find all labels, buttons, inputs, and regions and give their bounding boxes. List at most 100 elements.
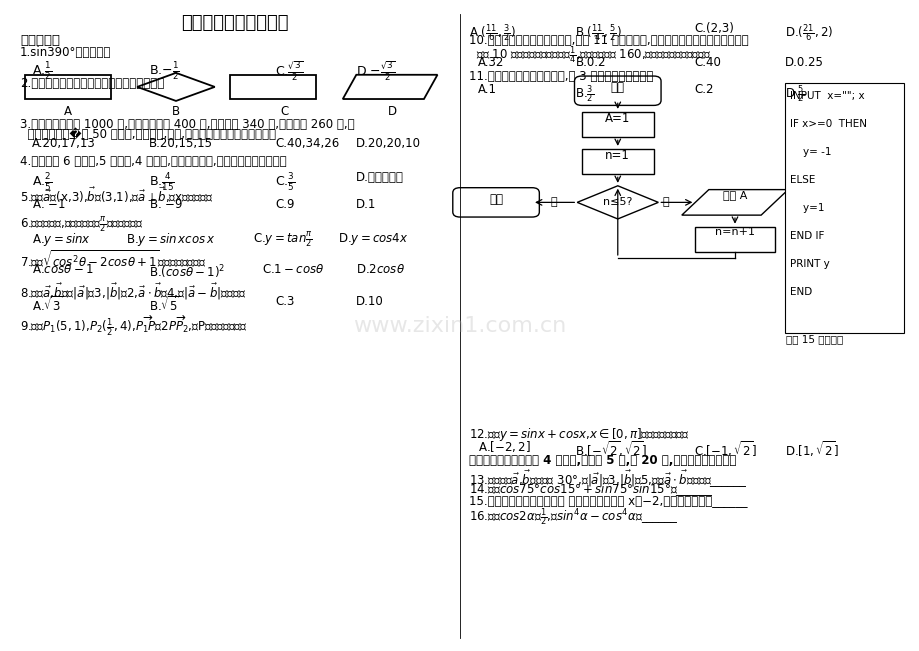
Text: 二．填空题（本大题共 4 个小题,每小题 5 分,共 20 分,把答案填在横线上）: 二．填空题（本大题共 4 个小题,每小题 5 分,共 20 分,把答案填在横线上… [469,454,735,467]
Text: A.$(\frac{11}{6},\frac{3}{2})$: A.$(\frac{11}{6},\frac{3}{2})$ [469,23,515,44]
Text: 15.写出右上方程序运行结果 若程序运行后输入 x＝−2,则输出的结果为______: 15.写出右上方程序运行结果 若程序运行后输入 x＝−2,则输出的结果为____… [469,494,747,507]
Text: 5.已知$\vec{a}$＝(x,3),$\vec{b}$＝(3,1),且$\vec{a}\perp\vec{b}$,则x等于（　）: 5.已知$\vec{a}$＝(x,3),$\vec{b}$＝(3,1),且$\v… [20,186,213,206]
Text: 1.sin390°＝（　　）: 1.sin390°＝（ ） [20,46,111,59]
Text: D.$(\frac{21}{6},2)$: D.$(\frac{21}{6},2)$ [784,23,832,44]
FancyBboxPatch shape [581,112,653,137]
Text: C.$1-cos\theta$: C.$1-cos\theta$ [261,263,323,276]
Text: ELSE: ELSE [789,175,814,185]
Text: 否: 否 [550,197,556,207]
Text: 结束: 结束 [489,193,503,206]
Text: D.0.25: D.0.25 [784,56,823,69]
Text: D.1: D.1 [356,198,376,211]
Text: （第 15 题程序）: （第 15 题程序） [786,335,843,344]
Text: B.$\frac{3}{2}$: B.$\frac{3}{2}$ [574,83,594,105]
Text: B.$\sqrt{5}$: B.$\sqrt{5}$ [149,295,180,314]
Text: A.$[-2,2]$: A.$[-2,2]$ [478,439,530,454]
Text: C.40,34,26: C.40,34,26 [275,137,339,150]
Text: C.$\frac{\sqrt{3}}{2}$: C.$\frac{\sqrt{3}}{2}$ [275,60,303,83]
Text: 其他 10 个小长方体的面积和的$\frac{1}{4}$,且样本容量为 160,则中间一组频数为（　）: 其他 10 个小长方体的面积和的$\frac{1}{4}$,且样本容量为 160… [469,45,711,66]
Text: 13.如果向量$\vec{a}$,$\vec{b}$的夹角为 30°,且$|\vec{a}|$＝3,$|\vec{b}|$＝5,那么$\vec{a}\cdot\: 13.如果向量$\vec{a}$,$\vec{b}$的夹角为 30°,且$|\v… [469,469,746,490]
Text: D.$-\frac{\sqrt{3}}{2}$: D.$-\frac{\sqrt{3}}{2}$ [356,60,395,83]
Text: n=n+1: n=n+1 [714,227,754,236]
Text: B.$(cos\theta-1)^2$: B.$(cos\theta-1)^2$ [149,263,225,281]
FancyBboxPatch shape [26,75,111,99]
Text: D $\frac{5}{2}$: D $\frac{5}{2}$ [784,83,804,105]
Text: www.zixin1.com.cn: www.zixin1.com.cn [353,316,566,335]
Text: 开始: 开始 [610,81,624,94]
Text: n≤5?: n≤5? [603,197,631,208]
Text: C.$[-1,\sqrt{2}]$: C.$[-1,\sqrt{2}]$ [694,439,756,459]
Text: C.$y=tan\frac{\pi}{2}$: C.$y=tan\frac{\pi}{2}$ [253,231,312,250]
Text: A.1: A.1 [478,83,496,96]
Text: END: END [789,287,811,298]
Text: A=1: A=1 [605,112,630,125]
Text: C: C [279,105,288,118]
Text: B.$(\frac{11}{4},\frac{5}{2})$: B.$(\frac{11}{4},\frac{5}{2})$ [574,23,621,44]
Text: B.$-\frac{1}{2}$: B.$-\frac{1}{2}$ [149,60,179,82]
FancyBboxPatch shape [573,76,661,105]
Text: 14.计算$cos75°cos15°+sin75°sin15°$＝______: 14.计算$cos75°cos15°+sin75°sin15°$＝______ [469,481,712,498]
Text: END IF: END IF [789,231,823,241]
Text: y= -1: y= -1 [789,147,831,157]
FancyBboxPatch shape [452,187,539,217]
Text: A. $-1$: A. $-1$ [31,198,65,211]
Text: D.$[1,\sqrt{2}]$: D.$[1,\sqrt{2}]$ [784,439,837,459]
Text: A.$\sqrt{3}$: A.$\sqrt{3}$ [31,295,62,314]
FancyBboxPatch shape [695,227,774,252]
Text: 10.在样本的频率分布直方图中,共有 11 个小长方体,若中间一个小长方体的面积等于: 10.在样本的频率分布直方图中,共有 11 个小长方体,若中间一个小长方体的面积… [469,34,748,47]
Text: 4.袋中装有 6 只白球,5 只黄球,4 只红球,从中任取一球,抽到不是白球的概率为: 4.袋中装有 6 只白球,5 只黄球,4 只红球,从中任取一球,抽到不是白球的概… [20,154,287,167]
FancyBboxPatch shape [230,75,315,99]
Text: INPUT  x=""; x: INPUT x=""; x [789,90,864,101]
FancyBboxPatch shape [581,149,653,174]
Text: B.0.2: B.0.2 [574,56,606,69]
Text: 是: 是 [663,197,669,207]
Polygon shape [343,75,437,99]
Text: A.$\frac{2}{5}$: A.$\frac{2}{5}$ [31,171,51,193]
Text: C.(2,3): C.(2,3) [694,23,733,35]
Text: A.20,17,13: A.20,17,13 [31,137,96,150]
Text: 3.某校共有高中生 1000 人,其中高一年级 400 人,高二年级 340 人,高三年级 260 人,现: 3.某校共有高中生 1000 人,其中高一年级 400 人,高二年级 340 人… [20,118,354,130]
Text: 7.化简$\sqrt{cos^2\theta-2cos\theta+1}$的结果是（　　）: 7.化简$\sqrt{cos^2\theta-2cos\theta+1}$的结果… [20,249,207,270]
Text: C.40: C.40 [694,56,720,69]
Text: B.$y=sin\,xcos\,x$: B.$y=sin\,xcos\,x$ [126,231,216,248]
Text: 9.已知$P_1(5,1)$,$P_2(\frac{1}{2},4)$,$\overrightarrow{P_1P}$＝$2\overrightarrow{PP: 9.已知$P_1(5,1)$,$P_2(\frac{1}{2},4)$,$\ov… [20,314,247,338]
Text: IF x>=0  THEN: IF x>=0 THEN [789,118,866,129]
Text: B: B [172,105,180,118]
Text: 8.已知$\vec{a}$,$\vec{b}$满足$|\vec{a}|$＝3,$|\vec{b}|$＝2,$\vec{a}\cdot\vec{b}$＝4,则$|: 8.已知$\vec{a}$,$\vec{b}$满足$|\vec{a}|$＝3,$… [20,282,246,302]
Text: 一．选择题: 一．选择题 [20,34,60,47]
Text: C.2: C.2 [694,83,713,96]
Text: PRINT y: PRINT y [789,259,829,269]
Text: A: A [63,105,72,118]
Text: 11.如下图所示算法流程图中,第 3 个输出的数是（　）: 11.如下图所示算法流程图中,第 3 个输出的数是（ ） [469,70,652,83]
Text: C.$\frac{3}{5}$: C.$\frac{3}{5}$ [275,171,295,193]
Text: D.$2cos\theta$: D.$2cos\theta$ [356,263,405,276]
Text: 2.下列程序框图表示赋值计算功能是（　　）: 2.下列程序框图表示赋值计算功能是（ ） [20,77,165,90]
Text: n=1: n=1 [605,149,630,162]
Polygon shape [137,73,214,101]
Text: y=1: y=1 [789,203,823,213]
Text: 16.已知$cos2\alpha$＝$\frac{1}{2}$,则$sin^4\alpha-cos^4\alpha$＝______: 16.已知$cos2\alpha$＝$\frac{1}{2}$,则$sin^4\… [469,506,677,529]
Text: D.非以上答案: D.非以上答案 [356,171,403,184]
Text: 6.下列函数中,最小正周期为$\frac{\pi}{2}$的是（　　）: 6.下列函数中,最小正周期为$\frac{\pi}{2}$的是（ ） [20,215,143,235]
Text: B. $-9$: B. $-9$ [149,198,183,211]
Text: B.$\frac{4}{15}$: B.$\frac{4}{15}$ [149,171,175,193]
Text: 12.函数$y=sinx+cosx$,$x\in[0,\pi]$的值域是（　　）: 12.函数$y=sinx+cosx$,$x\in[0,\pi]$的值域是（ ） [469,426,689,443]
Text: 采用分层抽样�取 50 的样本,那么高一,高二,高三各年级抽取的人数分别为: 采用分层抽样�取 50 的样本,那么高一,高二,高三各年级抽取的人数分别为 [20,128,276,141]
Text: 输入 A: 输入 A [722,189,746,200]
Text: A.$cos\theta-1$: A.$cos\theta-1$ [31,263,93,276]
Text: B.20,15,15: B.20,15,15 [149,137,212,150]
Text: A.32: A.32 [478,56,504,69]
Text: C.9: C.9 [275,198,294,211]
Text: B.$[-\sqrt{2},\sqrt{2}]$: B.$[-\sqrt{2},\sqrt{2}]$ [574,439,647,459]
Polygon shape [576,186,658,219]
Text: A.$y=sinx$: A.$y=sinx$ [31,231,91,248]
Text: D.10: D.10 [356,295,383,308]
Polygon shape [681,189,788,215]
Text: 高一下学期数学期末卷: 高一下学期数学期末卷 [181,14,288,32]
Text: D.$y=cos4x$: D.$y=cos4x$ [338,231,408,247]
FancyBboxPatch shape [784,83,902,333]
Text: C.3: C.3 [275,295,294,308]
Text: D: D [388,105,396,118]
Text: A.$\frac{1}{2}$: A.$\frac{1}{2}$ [31,60,51,82]
Text: D.20,20,10: D.20,20,10 [356,137,421,150]
